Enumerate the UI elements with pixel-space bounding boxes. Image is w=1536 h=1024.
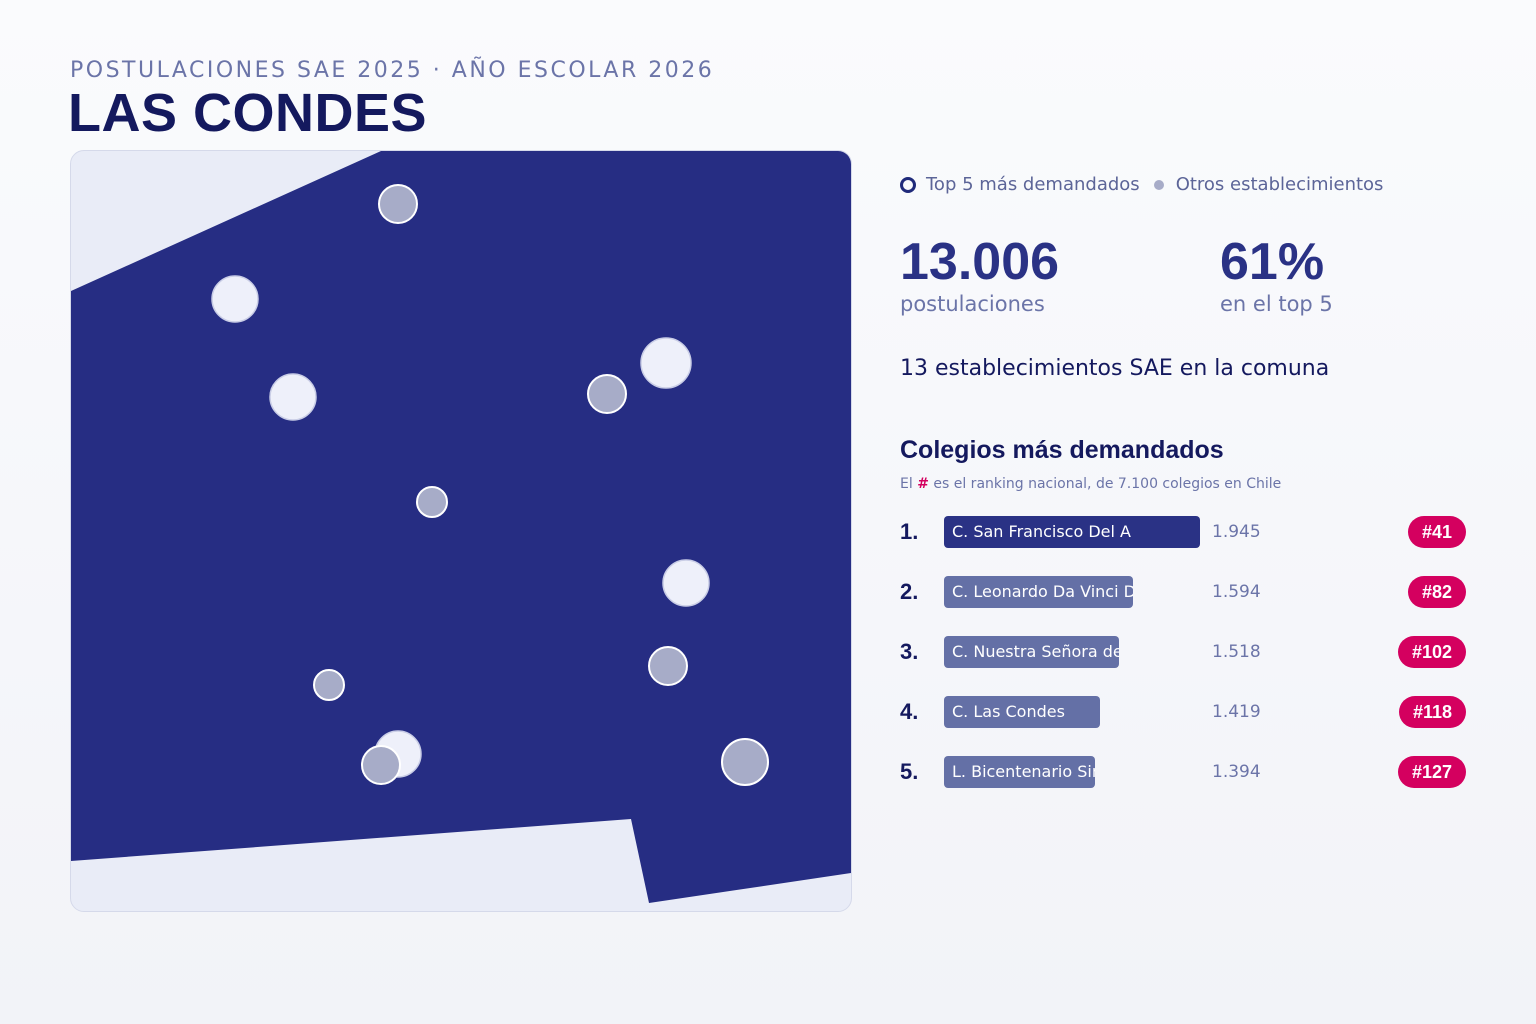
rank-position: 3. [900, 639, 919, 664]
comuna-area [71, 151, 851, 903]
ranking-note-prefix: El [900, 476, 918, 492]
others-legend-label: Otros establecimientos [1175, 174, 1384, 195]
top5-school-marker[interactable] [640, 337, 692, 389]
rank-row[interactable]: 3. C. Nuestra Señora del 1.518 #102 [900, 636, 1466, 670]
rank-applications: 1.394 [1212, 762, 1261, 782]
school-marker[interactable] [313, 669, 345, 701]
national-rank-badge: #41 [1407, 516, 1466, 548]
others-legend-icon [1153, 179, 1164, 190]
school-marker[interactable] [378, 184, 418, 224]
total-applications-label: postulaciones [900, 292, 1045, 316]
rank-row[interactable]: 4. C. Las Condes 1.419 #118 [900, 696, 1466, 730]
rank-bar[interactable]: C. San Francisco Del A [944, 516, 1200, 548]
rank-position: 5. [900, 759, 919, 784]
school-marker[interactable] [587, 374, 627, 414]
rank-bar[interactable]: L. Bicentenario Simon [944, 756, 1095, 788]
rank-row[interactable]: 5. L. Bicentenario Simon 1.394 #127 [900, 756, 1466, 790]
total-applications-value: 13.006 [900, 233, 1060, 291]
rank-applications: 1.518 [1212, 642, 1261, 662]
rank-applications: 1.594 [1212, 582, 1261, 602]
national-rank-badge: #127 [1397, 756, 1466, 788]
establishments-count: 13 establecimientos SAE en la comuna [900, 356, 1330, 381]
top5-school-marker[interactable] [211, 275, 259, 323]
top5-share-value: 61% [1220, 233, 1325, 291]
school-marker[interactable] [721, 738, 769, 786]
ranking-note-suffix: es el ranking nacional, de 7.100 colegio… [928, 476, 1282, 492]
rank-position: 4. [900, 699, 919, 724]
hash-symbol: # [917, 476, 929, 492]
school-marker[interactable] [361, 745, 401, 785]
map-legend: Top 5 más demandados Otros establecimien… [900, 174, 1383, 195]
national-rank-badge: #118 [1398, 696, 1466, 728]
page-title: LAS CONDES [68, 83, 428, 143]
rank-row[interactable]: 1. C. San Francisco Del A 1.945 #41 [900, 516, 1466, 550]
ranking-note: El # es el ranking nacional, de 7.100 co… [900, 476, 1281, 492]
marker-layer [211, 184, 769, 786]
national-rank-badge: #102 [1397, 636, 1466, 668]
map-canvas [71, 151, 851, 903]
rank-bar[interactable]: C. Las Condes [944, 696, 1100, 728]
top5-school-marker[interactable] [662, 559, 710, 607]
top5-legend-icon [900, 176, 916, 193]
top5-share-label: en el top 5 [1220, 292, 1333, 316]
national-rank-badge: #82 [1407, 576, 1466, 608]
rank-applications: 1.419 [1212, 702, 1261, 722]
ranking-title: Colegios más demandados [900, 436, 1224, 464]
rank-bar[interactable]: C. Nuestra Señora del [944, 636, 1119, 668]
rank-bar[interactable]: C. Leonardo Da Vinci D [944, 576, 1133, 608]
school-marker[interactable] [648, 646, 688, 686]
rank-position: 2. [900, 579, 919, 604]
top5-school-marker[interactable] [269, 373, 317, 421]
rank-row[interactable]: 2. C. Leonardo Da Vinci D 1.594 #82 [900, 576, 1466, 610]
rank-applications: 1.945 [1212, 522, 1261, 542]
comuna-map[interactable] [70, 150, 852, 912]
eyebrow-subtitle: POSTULACIONES SAE 2025 · AÑO ESCOLAR 202… [70, 58, 715, 83]
rank-position: 1. [900, 519, 919, 544]
top5-legend-label: Top 5 más demandados [926, 174, 1140, 195]
school-marker[interactable] [416, 486, 448, 518]
